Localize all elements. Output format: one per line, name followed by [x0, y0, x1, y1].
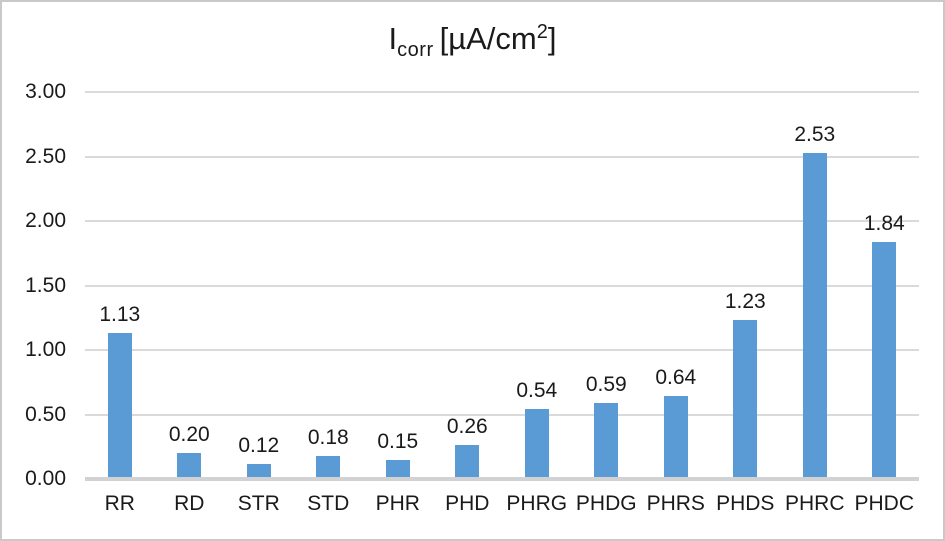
x-axis-labels: RR RD STR STD PHR PHD PHRG PHDG PHRS PHDS PHRC PHDC	[85, 492, 919, 516]
y-tick-label: 0.00	[25, 467, 66, 490]
gridline	[85, 155, 919, 158]
bar-slot-phdg: 0.59	[572, 92, 642, 479]
bar-slot-str: 0.12	[224, 92, 294, 479]
title-unit-close: ]	[547, 21, 557, 56]
gridline	[85, 413, 919, 416]
bar-phrc	[802, 152, 827, 479]
bar-slot-phd: 0.26	[433, 92, 503, 479]
bar-slot-phrs: 0.64	[641, 92, 711, 479]
x-tick-label-phrs: PHRS	[646, 492, 705, 515]
x-tick-label-rd: RD	[174, 492, 205, 515]
title-unit: [µA/cm	[439, 21, 537, 56]
bar-rd	[177, 453, 202, 479]
bar-slot-phdc: 1.84	[850, 92, 920, 479]
bar-slot-std: 0.18	[294, 92, 364, 479]
bar-phr	[385, 459, 410, 479]
x-tick-label-rr: RR	[104, 492, 135, 515]
bar-phdg	[594, 402, 619, 479]
y-tick-label: 0.50	[25, 402, 66, 426]
bar-value-label: 0.59	[585, 372, 627, 396]
bar-value-label: 0.15	[377, 429, 419, 453]
chart-title: Icorr [µA/cm2]	[2, 18, 943, 64]
bar-value-label: 0.18	[307, 425, 349, 449]
bar-slot-phds: 1.23	[711, 92, 781, 479]
y-tick-label: 2.00	[25, 209, 66, 233]
bar-rr	[107, 333, 132, 479]
x-tick-label-phrg: PHRG	[506, 492, 568, 515]
bar-phrg	[524, 409, 549, 479]
bar-std	[316, 455, 341, 479]
x-tick-label-phd: PHD	[445, 492, 490, 515]
bar-phds	[733, 320, 758, 479]
bar-str	[246, 463, 271, 479]
bar-value-label: 0.64	[655, 366, 697, 390]
bar-slot-rd: 0.20	[155, 92, 225, 479]
x-axis-line	[85, 477, 919, 481]
x-tick-label-phdc: PHDC	[854, 492, 914, 515]
x-tick-label-phdg: PHDG	[575, 492, 637, 515]
bar-value-label: 1.23	[724, 290, 766, 314]
x-tick-label-phds: PHDS	[716, 492, 775, 515]
bar-value-label: 0.20	[168, 423, 210, 447]
x-tick-label-phrc: PHRC	[784, 492, 845, 515]
bar-value-label: 0.12	[238, 433, 280, 457]
bar-value-label: 1.84	[863, 211, 905, 235]
x-tick-label-std: STD	[307, 492, 350, 515]
bar-slot-phrc: 2.53	[780, 92, 850, 479]
gridline	[85, 284, 919, 287]
bar-phrs	[663, 396, 688, 479]
bar-value-label: 0.26	[446, 415, 488, 439]
title-main: I	[388, 21, 398, 56]
y-tick-label: 3.00	[25, 80, 66, 103]
x-tick-label-phr: PHR	[375, 492, 420, 515]
bars: 1.13 0.20 0.12 0.18 0.15 0.26 0.54 0.59 0.64 1.23…	[85, 92, 919, 479]
bar-phd	[455, 445, 480, 479]
plot-area: 1.13 0.20 0.12 0.18 0.15 0.26 0.54 0.59 0.64 1.23…	[85, 91, 919, 481]
title-superscript: 2	[536, 21, 548, 43]
title-subscript: corr	[397, 39, 434, 61]
bar-slot-phrg: 0.54	[502, 92, 572, 479]
bar-slot-rr: 1.13	[85, 92, 155, 479]
x-tick-label-str: STR	[237, 492, 280, 515]
bar-value-label: 2.53	[794, 122, 836, 146]
gridline	[85, 349, 919, 352]
gridline	[85, 220, 919, 223]
y-tick-label: 2.50	[25, 144, 66, 168]
gridline	[85, 91, 919, 93]
bar-value-label: 1.13	[99, 303, 141, 327]
y-tick-label: 1.50	[25, 273, 66, 297]
bar-phdc	[872, 241, 897, 479]
bar-value-label: 0.54	[516, 379, 558, 403]
y-tick-label: 1.00	[25, 338, 66, 362]
y-axis-labels: 0.00 0.50 1.00 1.50 2.00 2.50 3.00	[2, 81, 66, 490]
bar-slot-phr: 0.15	[363, 92, 433, 479]
